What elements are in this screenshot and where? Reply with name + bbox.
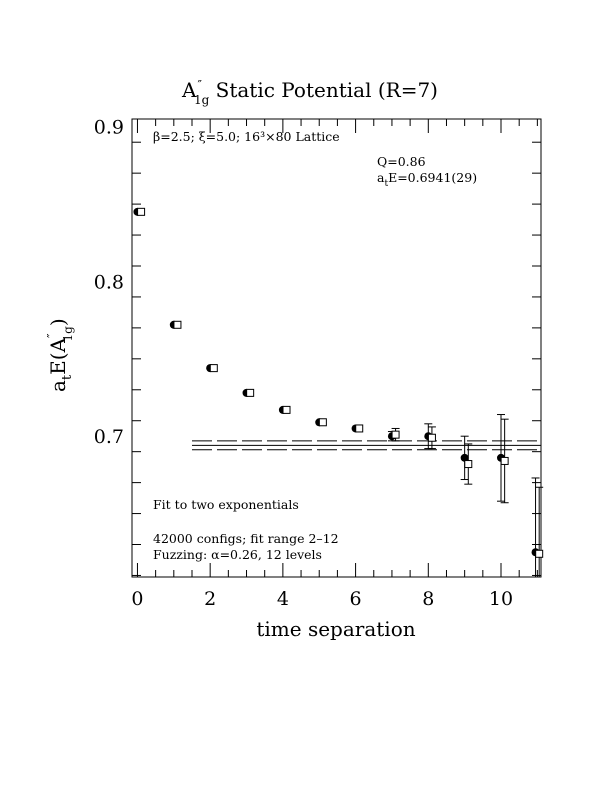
x-tick-label: 0 [131,588,143,610]
data-point [535,549,544,558]
y-axis-label: atE(A″ 1g) [45,318,75,392]
data-point [460,453,469,462]
y-tick-label: 0.7 [94,426,124,448]
data-point [500,456,509,465]
x-tick-labels: 0 2 4 6 8 10 [131,588,513,610]
lattice-annotation: β=2.5; ξ=5.0; 16³×80 Lattice [153,129,340,144]
configs-annotation: 42000 configs; fit range 2–12 [153,531,339,546]
y-tick-label: 0.8 [94,271,124,293]
data-point [391,430,400,439]
x-axis-label: time separation [256,617,415,641]
data-point [427,433,436,442]
data-point [464,460,473,469]
y-tick-labels: 0.7 0.8 0.9 [94,117,124,448]
fit-annotation: Fit to two exponentials [153,497,299,512]
x-tick-label: 2 [204,588,216,610]
data-series [133,207,544,577]
y-tick-label: 0.9 [94,117,124,139]
chart-title: A″ 1g Static Potential (R=7) [181,78,438,107]
axis-ticks [132,119,541,577]
data-point [355,424,364,433]
data-point [137,207,146,216]
fuzzing-annotation: Fuzzing: α=0.26, 12 levels [153,547,322,562]
data-point [246,388,255,397]
data-point [209,364,218,373]
data-point [318,418,327,427]
data-point [282,405,291,414]
x-tick-label: 6 [350,588,362,610]
data-point [173,320,182,329]
x-tick-label: 10 [489,588,513,610]
fit-band [191,440,541,451]
x-tick-label: 4 [277,588,289,610]
plot-frame [131,118,542,578]
x-tick-label: 8 [422,588,434,610]
energy-annotation: atE=0.6941(29) [377,170,477,189]
q-annotation: Q=0.86 [377,154,426,169]
